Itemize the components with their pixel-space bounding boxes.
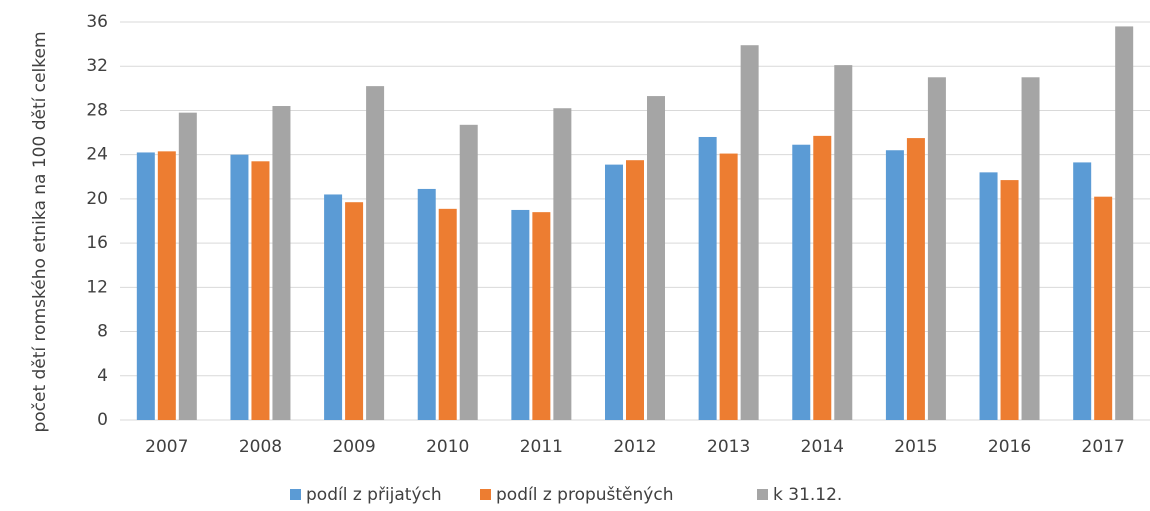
bar — [626, 160, 644, 420]
bar — [813, 135, 832, 420]
x-tick-label: 2012 — [613, 437, 656, 457]
x-tick-label: 2013 — [707, 437, 750, 457]
bar — [272, 106, 291, 421]
bar — [698, 136, 717, 420]
legend-swatch — [290, 489, 301, 500]
bar — [1115, 26, 1134, 421]
y-tick-label: 16 — [86, 233, 108, 253]
legend-label: podíl z přijatých — [306, 485, 442, 505]
x-tick-label: 2017 — [1082, 437, 1125, 457]
bar — [834, 65, 853, 420]
y-tick-label: 32 — [86, 56, 108, 76]
bar — [792, 144, 811, 420]
y-tick-label: 8 — [97, 322, 108, 342]
bar — [251, 161, 270, 421]
y-tick-label: 36 — [86, 12, 108, 32]
bar — [230, 154, 249, 420]
y-tick-label: 12 — [86, 277, 108, 297]
y-tick-label: 20 — [86, 189, 108, 209]
bar — [885, 150, 904, 420]
bar — [532, 212, 551, 420]
legend-label: k 31.12. — [773, 485, 842, 505]
bar — [417, 188, 436, 420]
bar — [906, 138, 925, 421]
bar — [511, 209, 530, 420]
x-tick-label: 2015 — [894, 437, 937, 457]
bar — [1094, 196, 1113, 420]
bar — [1073, 162, 1092, 420]
bar — [647, 96, 665, 421]
bar — [553, 108, 572, 420]
bar — [366, 86, 385, 420]
bar — [136, 152, 155, 420]
legend-label: podíl z propuštěných — [496, 485, 673, 505]
x-tick-label: 2014 — [801, 437, 844, 457]
bar — [157, 151, 176, 420]
x-tick-label: 2008 — [239, 437, 282, 457]
y-tick-label: 4 — [97, 366, 108, 386]
legend-swatch — [480, 489, 491, 500]
x-tick-label: 2009 — [332, 437, 375, 457]
legend-swatch — [757, 489, 768, 500]
bar — [438, 208, 457, 420]
bar — [927, 77, 946, 421]
y-tick-label: 24 — [86, 145, 108, 165]
x-tick-label: 2007 — [145, 437, 188, 457]
x-tick-label: 2016 — [988, 437, 1031, 457]
bar — [979, 172, 998, 420]
bar — [719, 153, 738, 421]
bar — [459, 124, 478, 421]
bar — [178, 112, 197, 421]
y-tick-label: 0 — [97, 410, 108, 430]
x-tick-label: 2011 — [520, 437, 563, 457]
y-tick-label: 28 — [86, 100, 108, 120]
bar — [345, 202, 364, 420]
x-tick-label: 2010 — [426, 437, 469, 457]
bar — [740, 45, 759, 420]
bar — [605, 164, 623, 420]
bar — [324, 194, 343, 420]
bar — [1000, 180, 1019, 420]
bar — [1021, 77, 1040, 421]
